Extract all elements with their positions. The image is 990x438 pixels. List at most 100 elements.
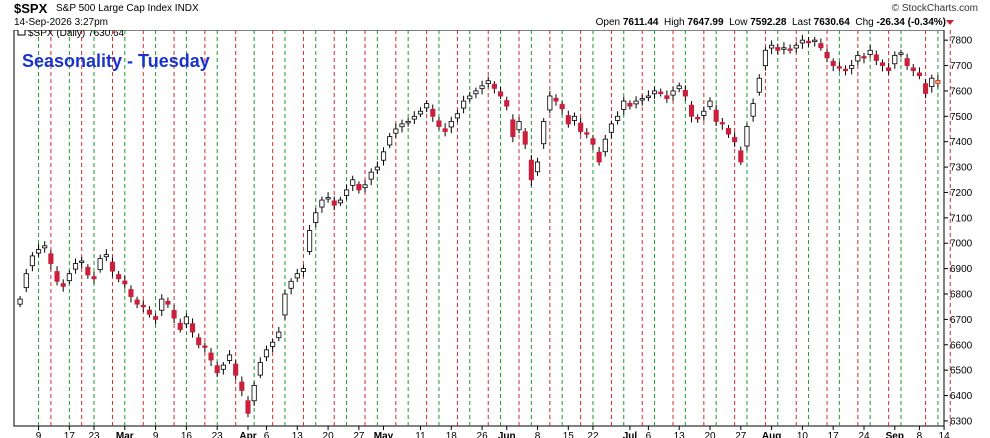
candle-body <box>633 100 639 105</box>
candle-body <box>473 90 479 95</box>
candle-body <box>806 40 812 44</box>
candle-body <box>60 283 66 287</box>
candle-body <box>128 289 134 297</box>
candle-body <box>183 316 189 325</box>
candle-body <box>793 44 799 49</box>
candle-body <box>541 120 547 145</box>
candle-body <box>738 150 744 163</box>
candle-body <box>910 67 916 72</box>
y-tick-label: 6800 <box>950 290 973 301</box>
candle-body <box>214 365 220 374</box>
candle-body <box>424 103 430 109</box>
x-tick-label: 8 <box>535 431 541 438</box>
candle-body <box>387 136 393 146</box>
y-tick-label: 6700 <box>950 315 973 326</box>
candle-body <box>725 128 732 135</box>
y-tick-label: 7300 <box>950 163 973 174</box>
candle-body <box>750 103 756 117</box>
candle-body <box>553 97 559 102</box>
candle-body <box>873 54 879 61</box>
candle-body <box>282 293 288 316</box>
x-tick-label: 27 <box>735 431 747 438</box>
candle-body <box>190 323 196 333</box>
candle-body <box>380 151 387 161</box>
candle-body <box>664 95 670 99</box>
candle-body <box>245 400 251 414</box>
candle-body <box>713 109 719 122</box>
candle-body <box>29 255 35 267</box>
y-tick-label: 6900 <box>950 264 973 275</box>
candle-body <box>534 161 541 173</box>
quote-summary: Open 7611.44 High 7647.99 Low 7592.28 La… <box>596 17 946 28</box>
x-tick-label: 6 <box>264 431 270 438</box>
last-value: 7630.64 <box>813 17 850 28</box>
x-tick-label: 14 <box>939 431 951 438</box>
candle-body <box>417 110 424 115</box>
candle-body <box>701 110 707 116</box>
candle-body <box>300 268 306 272</box>
x-tick-label: 10 <box>797 431 809 438</box>
candle-body <box>504 100 510 107</box>
y-tick-label: 7000 <box>950 239 973 250</box>
candle-body <box>571 115 578 121</box>
candle-body <box>849 65 855 69</box>
y-tick-label: 6500 <box>950 366 973 377</box>
x-tick-label: 23 <box>88 431 100 438</box>
candle-body <box>732 137 738 143</box>
candle-body <box>226 354 233 361</box>
candle-body <box>239 381 245 391</box>
candle-body <box>405 120 411 124</box>
down-arrow-icon <box>946 20 954 25</box>
candle-body <box>756 77 762 93</box>
candle-body <box>276 331 282 339</box>
candle-body <box>313 212 319 223</box>
candle-body <box>830 60 836 66</box>
y-tick-label: 7800 <box>950 36 973 47</box>
candle-body <box>608 123 614 133</box>
candle-body <box>399 123 405 128</box>
candle-body <box>491 83 497 89</box>
x-tick-label: 20 <box>704 431 716 438</box>
candle-body <box>79 260 85 263</box>
last-label: Last <box>791 17 811 28</box>
candle-body <box>935 80 941 84</box>
candle-body <box>393 128 399 134</box>
candle-body <box>436 120 442 127</box>
candle-body <box>411 115 417 120</box>
candle-body <box>103 254 109 258</box>
quote-date: 14-Sep-2026 3:27pm <box>14 17 108 28</box>
y-tick-label: 7700 <box>950 61 973 72</box>
legend-text: $SPX (Daily) 7630.64 <box>28 30 125 39</box>
candle-body <box>23 273 29 289</box>
candle-body <box>134 299 140 305</box>
candle-body <box>898 52 904 55</box>
candle-body <box>294 273 300 279</box>
candle-body <box>36 249 42 254</box>
chg-label: Chg <box>855 17 874 28</box>
candle-body <box>479 85 485 90</box>
candle-body <box>867 49 873 55</box>
candle-body <box>109 261 116 272</box>
candle-body <box>319 199 325 208</box>
candle-body <box>325 197 331 200</box>
candle-body <box>559 104 565 110</box>
candle-body <box>886 67 892 72</box>
y-axis: 6300 6400 6500 6600 6700 6800 6900 7000 7100 7200… <box>944 36 973 427</box>
candle-body <box>916 72 922 77</box>
y-tick-label: 6400 <box>950 391 973 402</box>
x-tick-label: 6 <box>646 431 652 438</box>
x-tick-label: 23 <box>212 431 224 438</box>
candle-body <box>682 90 688 97</box>
y-tick-label: 7100 <box>950 213 973 224</box>
candle-body <box>596 151 602 163</box>
candle-body <box>547 95 553 111</box>
y-tick-label: 6600 <box>950 340 973 351</box>
candle-body <box>695 117 701 120</box>
open-value: 7611.44 <box>622 17 659 28</box>
x-tick-label: 11 <box>415 431 426 438</box>
candle-body <box>528 159 534 181</box>
y-tick-label: 7200 <box>950 188 973 199</box>
y-tick-label: 7400 <box>950 137 973 148</box>
candle-body <box>54 271 60 282</box>
candle-body <box>374 166 380 171</box>
